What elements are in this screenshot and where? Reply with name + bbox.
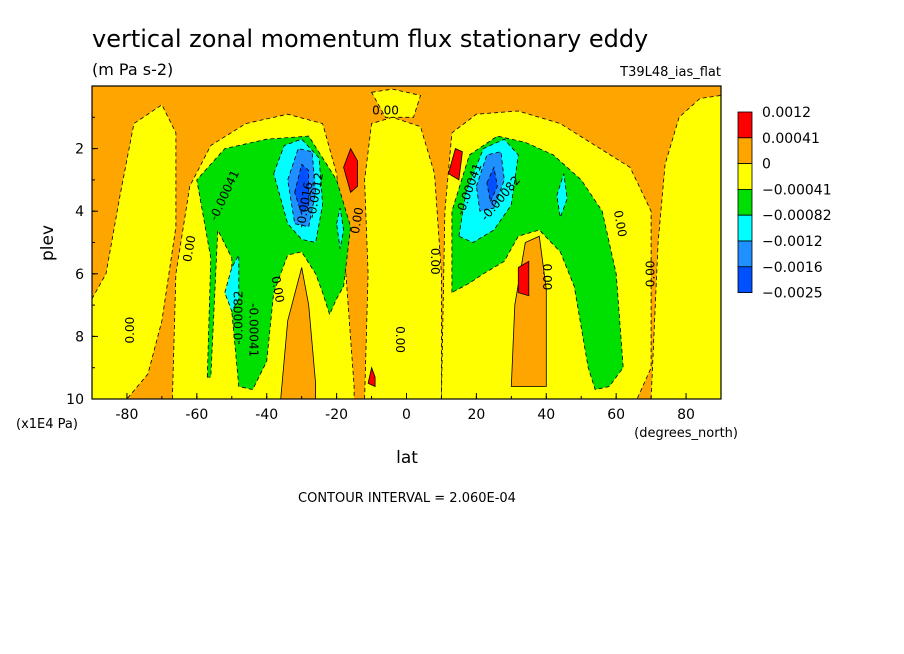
- y-tick-label-0: 2: [75, 142, 84, 158]
- x-tick-label-3: -20: [325, 407, 348, 423]
- contour-region-22: [367, 366, 376, 388]
- contour-region-4: [370, 88, 422, 118]
- legend-label-7: −0.0025: [762, 286, 823, 302]
- chart-title: vertical zonal momentum flux stationary …: [92, 25, 648, 53]
- contour-label-10: 0.00: [393, 326, 407, 353]
- legend-label-3: −0.00041: [762, 182, 832, 198]
- contour-region-18: [486, 166, 498, 204]
- legend-label-4: −0.00082: [762, 208, 832, 224]
- legend-swatch-0: [737, 111, 753, 139]
- legend-label-0: 0.0012: [762, 105, 811, 121]
- chart-units: (m Pa s-2): [92, 60, 173, 79]
- y-tick-label-4: 10: [66, 392, 84, 408]
- x-tick-label-2: -40: [255, 407, 278, 423]
- contour-label-15: 0.00: [611, 209, 629, 238]
- contour-label-9: 0.00: [372, 104, 399, 118]
- y-axis-ticks: 2 4 6 8 10: [66, 116, 98, 408]
- legend-label-2: 0: [762, 157, 771, 173]
- legend-swatch-4: [737, 214, 753, 242]
- contour-region-20: [447, 148, 463, 181]
- contour-interval-footer: CONTOUR INTERVAL = 2.060E-04: [298, 491, 516, 506]
- legend-label-5: −0.0012: [762, 234, 823, 250]
- contour-label-11: 0.00: [428, 248, 442, 275]
- x-tick-label-6: 40: [537, 407, 555, 423]
- contour-label-5: 0.00: [268, 275, 286, 304]
- contour-label-4: -0.00041: [246, 303, 260, 357]
- contour-label-0: 0.00: [123, 317, 137, 344]
- contour-region-12: [336, 208, 345, 249]
- x-axis-units: (degrees_north): [634, 426, 738, 441]
- legend-label-1: 0.00041: [762, 131, 820, 147]
- contour-region-19: [343, 147, 359, 194]
- color-legend: 0.0012 0.00041 0 −0.00041 −0.00082 −0.0012 −0.…: [737, 105, 832, 302]
- x-tick-label-7: 60: [607, 407, 625, 423]
- y-tick-label-3: 8: [75, 329, 84, 345]
- contour-region-2: [364, 116, 442, 399]
- x-tick-label-0: -80: [116, 407, 139, 423]
- legend-label-6: −0.0016: [762, 260, 823, 276]
- contour-region-14: [556, 173, 568, 220]
- contour-region-7: [510, 235, 547, 387]
- contour-region-21: [517, 260, 530, 297]
- contour-label-1: 0.00: [180, 234, 198, 263]
- legend-swatch-6: [737, 266, 753, 293]
- x-axis-label: lat: [396, 448, 418, 468]
- x-tick-label-4: 0: [402, 407, 411, 423]
- x-tick-label-8: 80: [677, 407, 695, 423]
- y-tick-label-1: 4: [75, 204, 84, 220]
- contour-region-10: [224, 253, 240, 313]
- contour-label-3: -0.00082: [231, 291, 245, 345]
- legend-swatch-2: [737, 163, 753, 190]
- contour-region-17: [294, 163, 310, 216]
- x-tick-label-1: -60: [185, 407, 208, 423]
- legend-swatch-1: [737, 137, 753, 165]
- dataset-label: T39L48_ias_flat: [619, 65, 721, 80]
- legend-swatch-3: [737, 188, 753, 216]
- x-axis-ticks: -80 -60 -40 -20 0 20 40 60 80: [91, 393, 722, 423]
- legend-swatch-5: [737, 240, 753, 268]
- y-tick-label-2: 6: [75, 267, 84, 283]
- contour-region-5: [650, 94, 721, 399]
- contour-label-8: 0.00: [348, 206, 366, 235]
- filled-contours: [92, 88, 721, 399]
- contour-label-16: 0.00: [644, 260, 658, 287]
- contour-region-0: [92, 104, 177, 399]
- contour-region-6: [280, 267, 317, 399]
- y-axis-units: (x1E4 Pa): [16, 417, 78, 432]
- contour-label-14: 0.00: [540, 264, 554, 291]
- y-axis-label: plev: [38, 225, 58, 261]
- x-tick-label-5: 20: [467, 407, 485, 423]
